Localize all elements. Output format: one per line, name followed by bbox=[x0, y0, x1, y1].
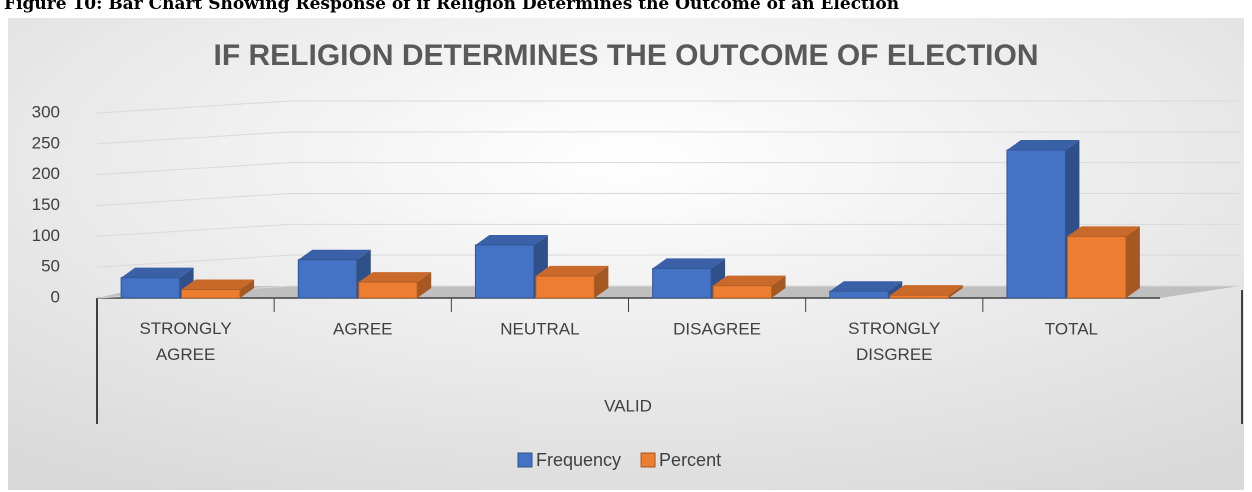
bar bbox=[120, 277, 181, 299]
bar bbox=[1006, 149, 1066, 299]
bar-side bbox=[771, 275, 786, 298]
bar-top bbox=[713, 275, 786, 286]
grid-line bbox=[96, 223, 1240, 237]
x-tick-label: DISAGREE bbox=[673, 319, 761, 338]
bar bbox=[358, 281, 418, 299]
bar bbox=[535, 275, 595, 299]
bar-top bbox=[121, 267, 194, 278]
y-tick-label: 100 bbox=[32, 226, 60, 245]
bar-side bbox=[888, 281, 903, 298]
y-tick-label: 300 bbox=[32, 102, 60, 121]
bar bbox=[829, 290, 889, 299]
legend-label: Percent bbox=[659, 450, 721, 470]
bar bbox=[297, 259, 358, 299]
bar-top bbox=[181, 279, 255, 290]
bar-side bbox=[240, 279, 255, 298]
x-tick-label: TOTAL bbox=[1045, 319, 1098, 338]
y-tick-label: 200 bbox=[32, 164, 60, 183]
bar-top bbox=[1067, 226, 1140, 237]
x-tick-label: STRONGLY DISGREE bbox=[848, 319, 940, 364]
grid-line bbox=[96, 254, 1240, 268]
y-tick-label: 0 bbox=[51, 287, 60, 306]
bar bbox=[652, 267, 712, 299]
x-tick-label-line: STRONGLY bbox=[848, 319, 940, 338]
grid-line bbox=[96, 100, 1240, 114]
chart-title: IF RELIGION DETERMINES THE OUTCOME OF EL… bbox=[213, 39, 1038, 72]
legend-swatch bbox=[517, 452, 533, 468]
x-tick-label-line: AGREE bbox=[156, 345, 216, 364]
legend-label: Frequency bbox=[536, 450, 621, 470]
x-tick-label-line: DISGREE bbox=[856, 345, 933, 364]
bar-top bbox=[535, 265, 609, 276]
bar bbox=[474, 244, 535, 299]
x-axis-label: VALID bbox=[604, 396, 652, 415]
y-tick-label: 50 bbox=[41, 257, 60, 276]
legend-swatch bbox=[640, 452, 656, 468]
bar-side bbox=[1125, 226, 1140, 298]
x-tick-label: STRONGLY AGREE bbox=[139, 319, 231, 364]
bar-top bbox=[298, 249, 371, 260]
bar-top bbox=[890, 285, 963, 296]
grid-line bbox=[96, 193, 1240, 206]
bar-top bbox=[475, 234, 548, 245]
bar bbox=[712, 285, 773, 299]
y-tick-label: 150 bbox=[32, 195, 60, 214]
x-tick-label: AGREE bbox=[333, 319, 393, 338]
y-tick-label: 250 bbox=[32, 133, 60, 152]
bar-top bbox=[358, 272, 432, 283]
bar-side bbox=[594, 265, 609, 298]
grid-line bbox=[96, 162, 1240, 176]
x-tick-label-line: STRONGLY bbox=[139, 319, 231, 338]
bar-top bbox=[1006, 140, 1080, 150]
caption: Figure 10: Bar Chart Showing Response of… bbox=[4, 0, 900, 14]
bar bbox=[1066, 235, 1127, 299]
bar bbox=[181, 288, 241, 299]
bar-side bbox=[417, 272, 432, 298]
bar-top bbox=[829, 281, 903, 292]
grid-line bbox=[96, 131, 1240, 145]
bar-side bbox=[948, 285, 963, 298]
bar-top bbox=[652, 258, 726, 269]
bar bbox=[889, 294, 950, 299]
x-tick-label: NEUTRAL bbox=[500, 319, 579, 338]
